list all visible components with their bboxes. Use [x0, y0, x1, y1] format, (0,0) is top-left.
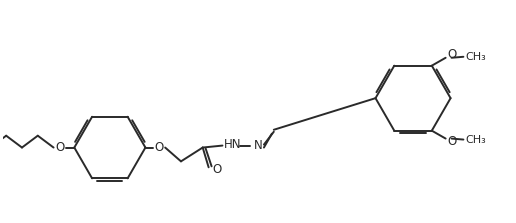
Text: O: O: [56, 141, 65, 154]
Text: O: O: [155, 141, 164, 154]
Text: HN: HN: [223, 138, 241, 151]
Text: O: O: [447, 135, 456, 148]
Text: CH₃: CH₃: [465, 52, 486, 62]
Text: O: O: [212, 163, 221, 176]
Text: O: O: [447, 48, 456, 61]
Text: CH₃: CH₃: [465, 134, 486, 145]
Text: N: N: [254, 139, 262, 152]
